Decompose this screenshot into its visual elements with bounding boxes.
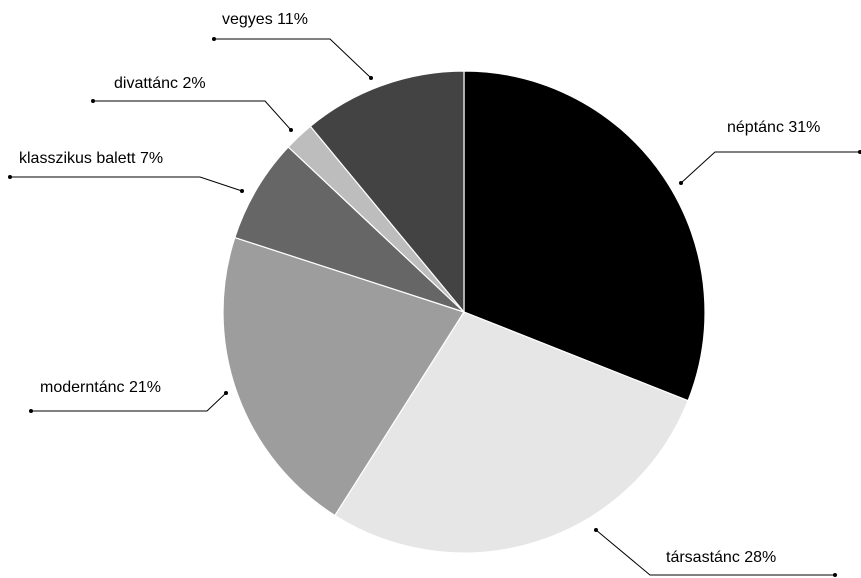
pie-slice-klasszikus-balett xyxy=(234,146,465,313)
leader-line-társastánc xyxy=(595,529,835,576)
leader-dot xyxy=(833,573,837,577)
leader-dot xyxy=(224,391,228,395)
leader-dot xyxy=(212,37,216,41)
leader-dot xyxy=(240,189,244,193)
leader-line-divattánc xyxy=(93,100,292,131)
pie-slice-vegyes xyxy=(309,70,465,314)
leader-lines xyxy=(8,37,861,577)
data-label-moderntánc: moderntánc 21% xyxy=(40,379,161,396)
data-label-vegyes: vegyes 11% xyxy=(222,11,308,28)
leader-line-klasszikus-balett xyxy=(10,176,243,192)
leader-dot xyxy=(289,128,293,132)
leader-dot xyxy=(679,181,683,185)
leader-dot xyxy=(369,76,373,80)
data-label-klasszikus-balett: klasszikus balett 7% xyxy=(19,150,163,167)
data-label-divattánc: divattánc 2% xyxy=(114,75,206,92)
leader-dot xyxy=(29,409,33,413)
pie-slice-néptánc xyxy=(463,70,706,402)
leader-dot xyxy=(858,150,861,154)
leader-line-vegyes xyxy=(214,38,372,79)
data-label-néptánc: néptánc 31% xyxy=(727,119,820,136)
leader-line-néptánc xyxy=(680,151,860,184)
leader-dot xyxy=(91,99,95,103)
pie-slice-társastánc xyxy=(334,311,689,554)
pie-slices xyxy=(222,70,706,554)
data-labels: néptánc 31% társastánc 28% moderntánc 21% k… xyxy=(19,11,820,566)
leader-dot xyxy=(8,175,12,179)
data-label-társastánc: társastánc 28% xyxy=(666,549,776,566)
leader-line-moderntánc xyxy=(31,392,227,412)
leader-dot xyxy=(594,528,598,532)
pie-slice-moderntánc xyxy=(222,236,465,517)
